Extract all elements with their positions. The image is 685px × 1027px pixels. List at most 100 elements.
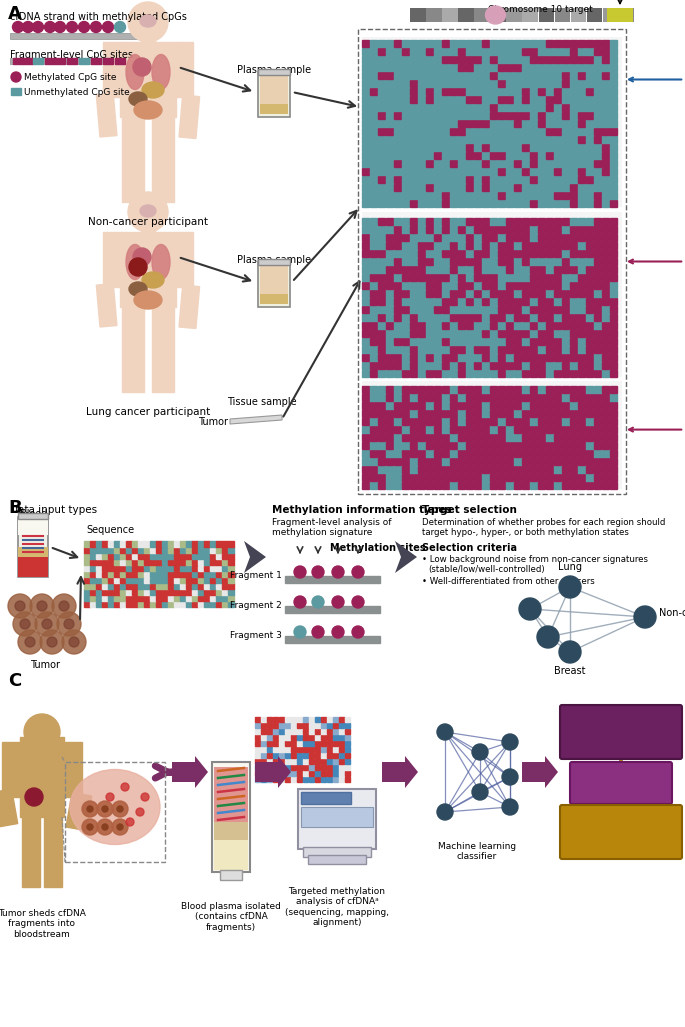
- Bar: [458, 96, 466, 103]
- Bar: [443, 233, 449, 240]
- Bar: [279, 747, 284, 752]
- Circle shape: [502, 734, 518, 750]
- Bar: [586, 112, 593, 118]
- Bar: [482, 64, 490, 71]
- Bar: [523, 273, 530, 280]
- Bar: [530, 410, 538, 417]
- Bar: [586, 226, 593, 232]
- Bar: [434, 241, 442, 249]
- Bar: [482, 184, 490, 190]
- Bar: [419, 218, 425, 225]
- Bar: [403, 273, 410, 280]
- Bar: [482, 241, 490, 249]
- Bar: [443, 39, 449, 46]
- Bar: [419, 104, 425, 111]
- Bar: [410, 112, 417, 118]
- Bar: [362, 418, 369, 424]
- Bar: [434, 465, 442, 472]
- Bar: [386, 112, 393, 118]
- Bar: [562, 96, 569, 103]
- Bar: [514, 298, 521, 304]
- Bar: [443, 159, 449, 166]
- Bar: [514, 313, 521, 320]
- Bar: [586, 119, 593, 126]
- Bar: [97, 589, 101, 595]
- Bar: [255, 734, 260, 740]
- Text: cfDNA strand with methylated CpGs: cfDNA strand with methylated CpGs: [10, 12, 187, 22]
- Bar: [362, 362, 369, 369]
- Bar: [595, 184, 601, 190]
- Bar: [586, 176, 593, 183]
- Bar: [530, 218, 538, 225]
- Bar: [362, 473, 369, 481]
- Bar: [607, 8, 633, 22]
- Bar: [223, 571, 227, 577]
- Bar: [571, 345, 577, 352]
- Bar: [403, 298, 410, 304]
- Bar: [434, 313, 442, 320]
- Bar: [260, 76, 288, 104]
- Bar: [162, 565, 168, 571]
- Circle shape: [437, 804, 453, 820]
- Bar: [586, 250, 593, 257]
- Bar: [216, 554, 222, 559]
- Bar: [619, 8, 634, 22]
- Bar: [475, 418, 482, 424]
- Bar: [403, 258, 410, 265]
- Bar: [482, 482, 490, 489]
- Bar: [562, 127, 569, 135]
- Bar: [255, 747, 260, 752]
- Bar: [419, 370, 425, 377]
- Bar: [321, 759, 327, 764]
- Bar: [180, 560, 186, 565]
- Bar: [562, 385, 569, 392]
- Bar: [571, 55, 577, 63]
- Bar: [216, 601, 222, 607]
- Bar: [403, 266, 410, 272]
- Bar: [475, 450, 482, 456]
- Bar: [554, 96, 562, 103]
- Bar: [610, 176, 617, 183]
- Bar: [571, 218, 577, 225]
- Bar: [371, 127, 377, 135]
- Circle shape: [57, 612, 81, 636]
- Bar: [362, 37, 622, 207]
- Bar: [571, 385, 577, 392]
- Bar: [490, 418, 497, 424]
- Bar: [579, 258, 586, 265]
- Bar: [379, 79, 386, 86]
- Bar: [451, 473, 458, 481]
- Circle shape: [15, 601, 25, 611]
- Circle shape: [8, 594, 32, 618]
- Bar: [514, 290, 521, 297]
- Bar: [562, 457, 569, 464]
- Bar: [554, 72, 562, 78]
- Bar: [309, 747, 314, 752]
- Bar: [530, 370, 538, 377]
- Bar: [506, 273, 514, 280]
- Bar: [482, 233, 490, 240]
- Bar: [434, 290, 442, 297]
- Bar: [571, 273, 577, 280]
- Bar: [586, 55, 593, 63]
- Bar: [603, 226, 610, 232]
- Bar: [514, 87, 521, 94]
- Bar: [482, 55, 490, 63]
- Bar: [538, 184, 545, 190]
- Bar: [395, 47, 401, 54]
- Bar: [386, 79, 393, 86]
- Bar: [156, 565, 162, 571]
- Bar: [210, 565, 216, 571]
- Bar: [443, 362, 449, 369]
- Bar: [547, 176, 553, 183]
- Bar: [443, 144, 449, 151]
- Bar: [490, 370, 497, 377]
- Circle shape: [24, 714, 60, 750]
- Bar: [554, 144, 562, 151]
- Bar: [610, 465, 617, 472]
- Bar: [210, 554, 216, 559]
- Bar: [506, 218, 514, 225]
- Bar: [386, 313, 393, 320]
- Bar: [371, 233, 377, 240]
- Bar: [410, 465, 417, 472]
